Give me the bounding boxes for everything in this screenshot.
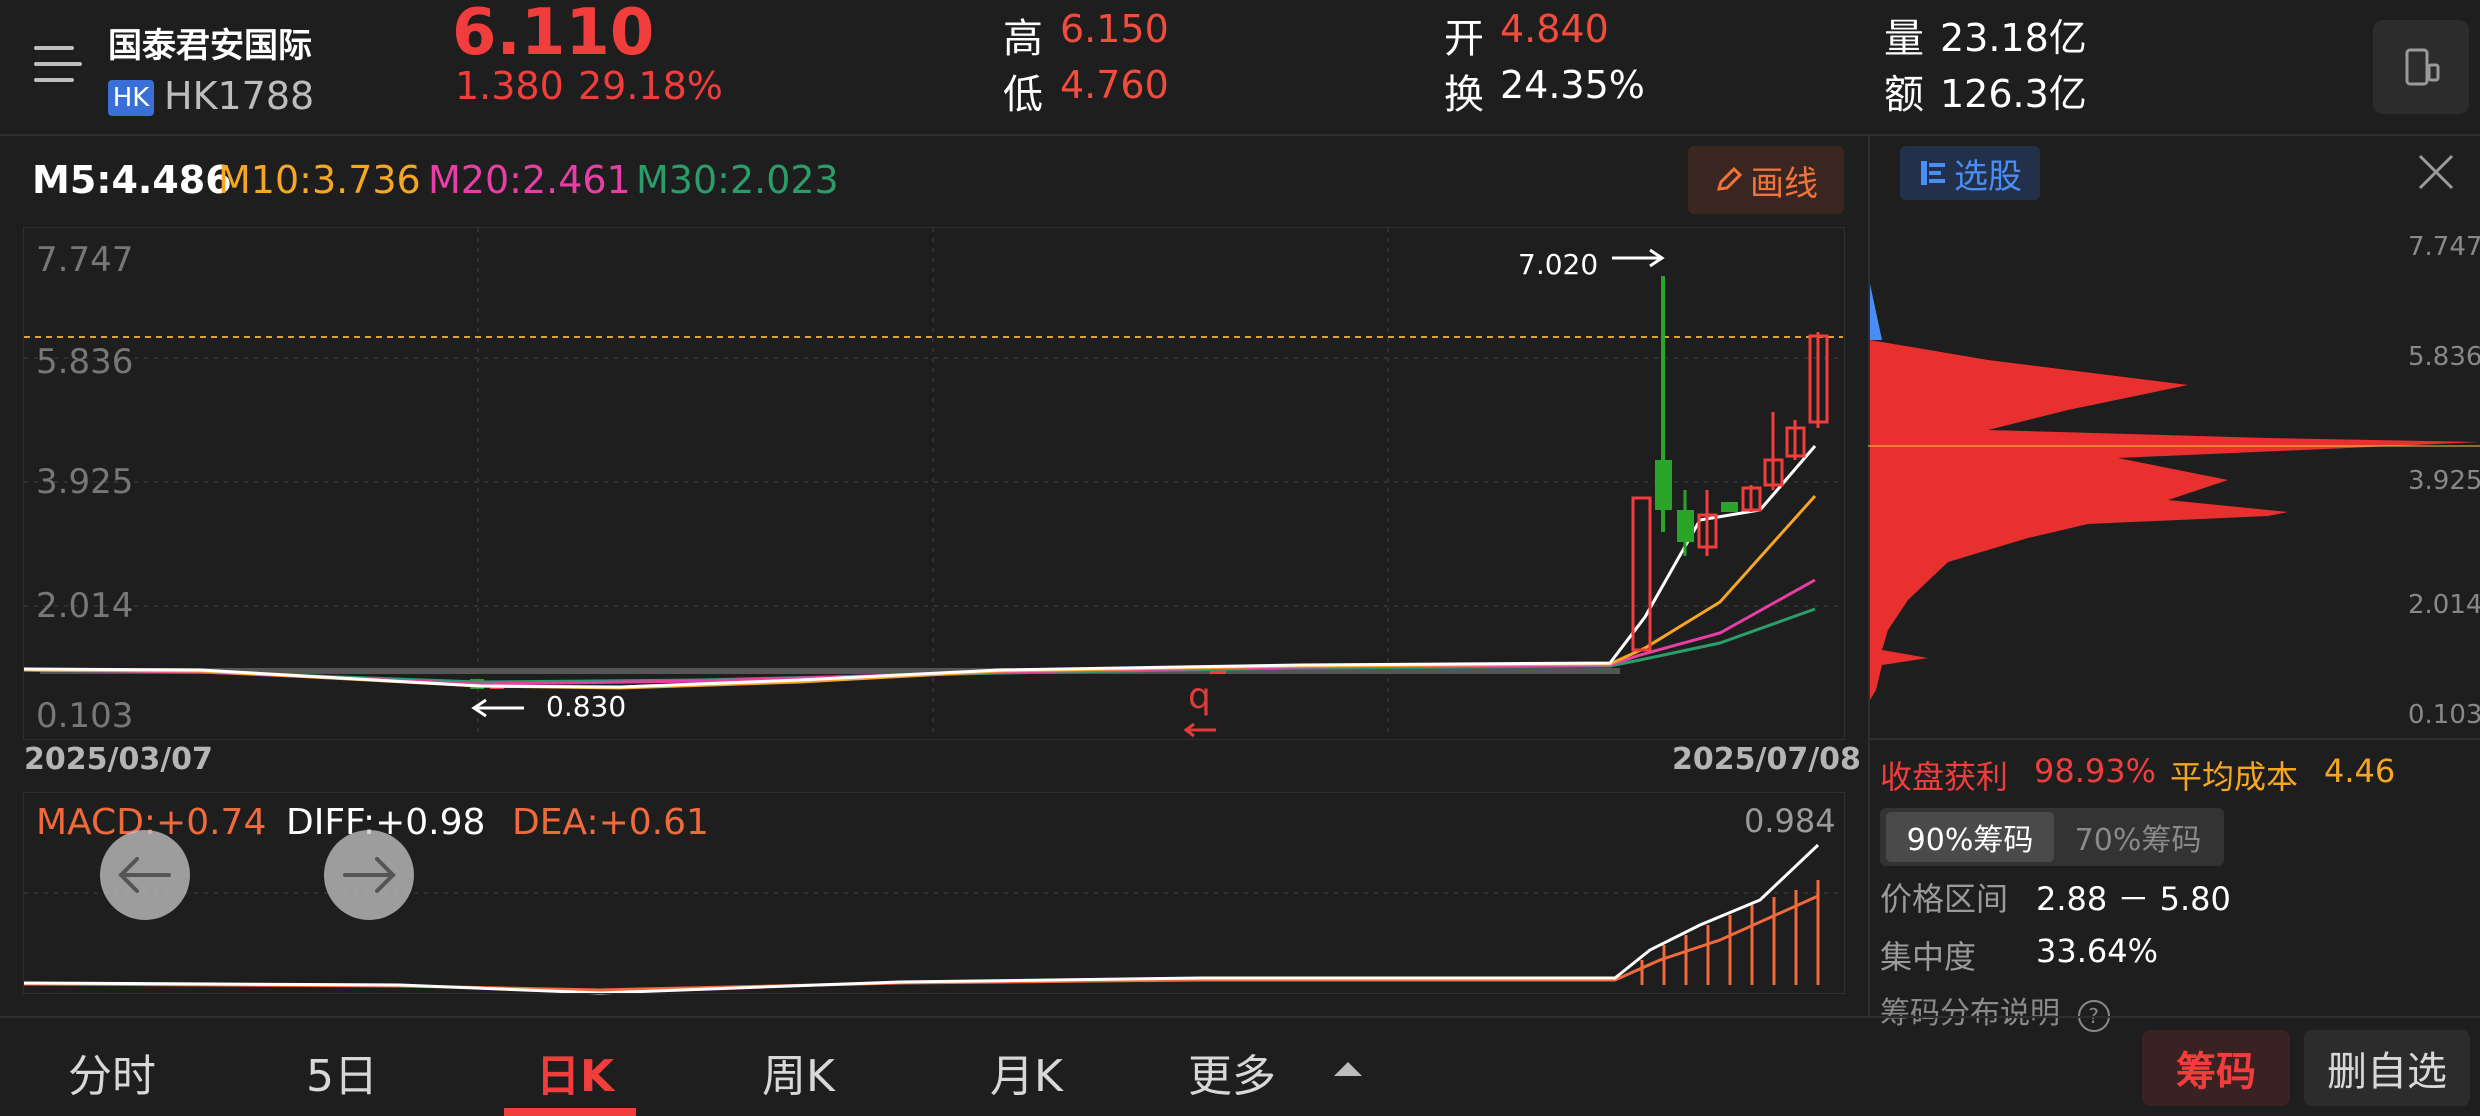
chip-help-label: 筹码分布说明 <box>1880 996 2060 1031</box>
open-label: 开 <box>1444 16 1484 62</box>
volume-label: 量 <box>1884 16 1924 62</box>
avg-cost-label: 平均成本 <box>2170 758 2299 796</box>
kline-chart[interactable] <box>23 227 1845 740</box>
phone-icon <box>2405 48 2440 86</box>
low-value: 4.760 <box>1060 63 1169 107</box>
tab-active-indicator <box>504 1108 636 1116</box>
scroll-right-button[interactable] <box>324 830 414 920</box>
amount-label: 额 <box>1884 72 1924 118</box>
y-tick-2: 5.836 <box>36 342 134 382</box>
macd-max: 0.984 <box>1744 802 1836 840</box>
diff-line <box>23 843 1820 995</box>
kline-svg <box>23 228 1843 995</box>
ma10-label: M10:3.736 <box>218 158 421 202</box>
arrow-left-icon <box>118 857 171 893</box>
select-stock-label: 选股 <box>1954 156 2022 197</box>
tab-90-chips[interactable]: 90%筹码 <box>1886 812 2054 862</box>
list-icon <box>1921 161 1945 185</box>
turnover-value: 24.35% <box>1500 63 1645 107</box>
stock-name: 国泰君安国际 <box>108 26 312 66</box>
triangle-up-icon[interactable] <box>1334 1062 1362 1076</box>
open-value: 4.840 <box>1500 7 1609 51</box>
select-stock-button[interactable]: 选股 <box>1900 146 2040 200</box>
y-tick-4: 2.014 <box>36 586 134 626</box>
device-toggle-button[interactable] <box>2373 20 2469 114</box>
high-annotation: 7.020 <box>1518 248 1599 281</box>
chip-y-tick-4: 2.014 <box>2408 590 2480 620</box>
scroll-left-button[interactable] <box>100 830 190 920</box>
current-price: 6.110 <box>452 0 655 70</box>
remove-watchlist-button[interactable]: 删自选 <box>2304 1030 2470 1106</box>
low-label: 低 <box>1003 72 1043 118</box>
chip-y-tick-5: 0.103 <box>2408 700 2480 730</box>
concentration-value: 33.64% <box>2036 932 2159 970</box>
y-tick-1: 7.747 <box>36 240 134 280</box>
draw-line-button[interactable]: 画线 <box>1688 146 1844 214</box>
tab-weekly-k[interactable]: 周K <box>762 1051 835 1102</box>
low-annotation: 0.830 <box>546 690 627 723</box>
macd-chart[interactable] <box>23 792 1845 994</box>
chip-y-tick-2: 5.836 <box>2408 342 2480 372</box>
ma5-line <box>23 445 1817 689</box>
chips-button[interactable]: 筹码 <box>2142 1030 2290 1106</box>
arrow-right-icon <box>343 857 396 893</box>
price-change-pct: 29.18% <box>578 64 723 108</box>
draw-line-label: 画线 <box>1750 163 1818 204</box>
tab-monthly-k[interactable]: 月K <box>990 1051 1063 1102</box>
menu-icon[interactable] <box>32 42 84 90</box>
pencil-icon <box>1716 166 1743 191</box>
avg-cost-value: 4.46 <box>2324 752 2396 790</box>
date-end: 2025/07/08 <box>1672 742 1861 777</box>
tab-daily-k[interactable]: 日K <box>536 1051 615 1102</box>
chip-y-tick-3: 3.925 <box>2408 466 2480 496</box>
ma20-label: M20:2.461 <box>428 158 631 202</box>
close-button[interactable] <box>2410 146 2462 198</box>
market-badge: HK <box>108 80 154 116</box>
chip-help-link[interactable]: 筹码分布说明 ? <box>1880 988 2110 1032</box>
y-tick-5: 0.103 <box>36 696 134 736</box>
amount-value: 126.3亿 <box>1940 72 2087 116</box>
tab-intraday[interactable]: 分时 <box>68 1051 156 1102</box>
rally-candles <box>1631 276 1829 652</box>
profit-label: 收盘获利 <box>1880 758 2009 796</box>
close-icon <box>2418 154 2454 190</box>
y-tick-3: 3.925 <box>36 462 134 502</box>
price-range-label: 价格区间 <box>1880 880 2009 918</box>
date-start: 2025/03/07 <box>24 742 213 777</box>
price-range-value: 2.88 － 5.80 <box>2036 880 2231 918</box>
dea-value: DEA:+0.61 <box>512 802 709 843</box>
ma30-label: M30:2.023 <box>636 158 839 202</box>
profit-value: 98.93% <box>2034 752 2157 790</box>
tab-70-chips[interactable]: 70%筹码 <box>2074 823 2202 858</box>
volume-value: 23.18亿 <box>1940 16 2087 60</box>
ma10-line <box>23 494 1817 690</box>
tab-5day[interactable]: 5日 <box>306 1051 378 1102</box>
chip-distribution-svg <box>1868 284 2480 700</box>
tab-more[interactable]: 更多 <box>1188 1051 1276 1102</box>
chip-y-tick-1: 7.747 <box>2408 232 2480 262</box>
ma5-label: M5:4.486 <box>32 158 232 202</box>
marker-q: q <box>1188 676 1211 717</box>
high-label: 高 <box>1003 16 1043 62</box>
turnover-label: 换 <box>1444 72 1484 118</box>
stock-code: HK1788 <box>164 74 315 118</box>
concentration-label: 集中度 <box>1880 938 1977 976</box>
price-change: 1.380 <box>455 64 564 108</box>
high-value: 6.150 <box>1060 7 1169 51</box>
